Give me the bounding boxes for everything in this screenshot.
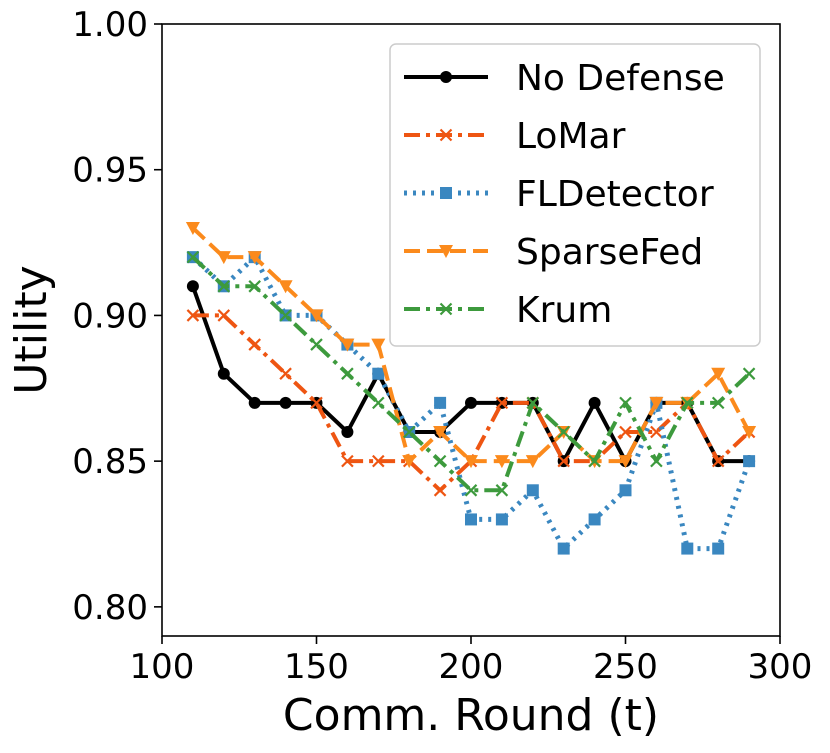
data-point [433,454,447,468]
data-point [742,426,757,439]
data-point [433,484,447,497]
y-tick-label: 0.80 [72,588,148,628]
data-point [588,454,601,468]
data-point [649,396,664,410]
data-point [465,513,477,526]
data-point [495,396,509,410]
y-tick-label: 0.90 [72,296,148,336]
data-point [341,426,354,438]
data-point [495,513,508,526]
legend-box [389,43,761,347]
data-point [557,425,570,439]
data-point [526,396,540,410]
data-point [186,309,200,322]
data-point [619,396,632,410]
data-point [619,484,632,497]
series-4 [186,250,756,497]
data-point [711,396,725,410]
data-point [248,338,261,351]
data-point [742,367,756,380]
data-point [464,484,478,497]
data-point [186,280,199,293]
data-point [185,222,200,235]
x-tick-label: 150 [284,647,349,687]
data-point [341,454,354,468]
legend-label-2: FLDetector [516,174,714,215]
y-tick-label: 0.95 [72,151,148,191]
y-axis-title: Utility [6,265,57,394]
axis-ticks: 100 150 200 250 300 0.80 0.85 0.90 0.95 1.00 [72,5,812,687]
data-point [494,455,509,469]
data-point [279,396,292,409]
x-tick-label: 300 [748,647,813,687]
data-point [372,396,385,410]
legend-marker-1 [439,128,453,142]
data-point [402,425,416,439]
data-point [341,367,354,380]
legend-label-4: Krum [516,290,612,331]
data-point [310,396,323,410]
data-point [495,484,509,497]
data-point [525,455,540,469]
y-tick-label: 0.85 [72,442,148,482]
data-point [618,455,633,469]
data-point [248,280,261,293]
data-point [310,338,323,351]
legend-marker-4 [439,302,453,316]
data-point [619,425,632,439]
legend-marker-2 [440,187,452,199]
data-point [465,396,477,409]
data-point [526,484,539,497]
legend: No Defense LoMar FLDetector SparseFed Krum [389,43,761,347]
data-point [247,251,262,265]
data-point [217,309,231,322]
data-point [588,513,601,526]
x-tick-label: 100 [130,647,195,687]
data-point [279,309,292,322]
x-tick-label: 250 [593,647,658,687]
data-point [340,338,355,352]
data-point [372,454,385,468]
data-point [217,280,231,293]
data-point [279,367,292,380]
data-point [464,455,478,469]
data-point [712,542,725,555]
data-point [557,542,570,555]
data-point [402,455,417,469]
data-point [372,367,385,380]
legend-label-1: LoMar [516,116,626,157]
data-point [711,454,725,468]
data-point [588,396,601,409]
data-point [650,454,663,468]
x-axis-title: Comm. Round (t) [283,690,659,741]
data-point [434,396,447,409]
legend-label-3: SparseFed [516,232,703,273]
series-3 [185,222,757,469]
data-point [711,367,726,381]
data-point [433,426,448,439]
data-point [681,542,694,555]
data-point [557,454,570,468]
data-point [248,396,261,409]
data-point [186,250,200,264]
data-point [681,396,694,410]
data-point [371,338,386,352]
data-point [217,367,230,380]
data-point [309,309,324,323]
series-layer [185,222,757,555]
legend-marker-0 [440,71,452,83]
y-tick-label: 1.00 [72,5,148,45]
x-tick-label: 200 [439,647,504,687]
legend-label-0: No Defense [516,58,725,99]
data-point [743,455,756,468]
data-point [278,280,293,294]
data-point [216,251,231,265]
legend-marker-3 [439,245,453,258]
